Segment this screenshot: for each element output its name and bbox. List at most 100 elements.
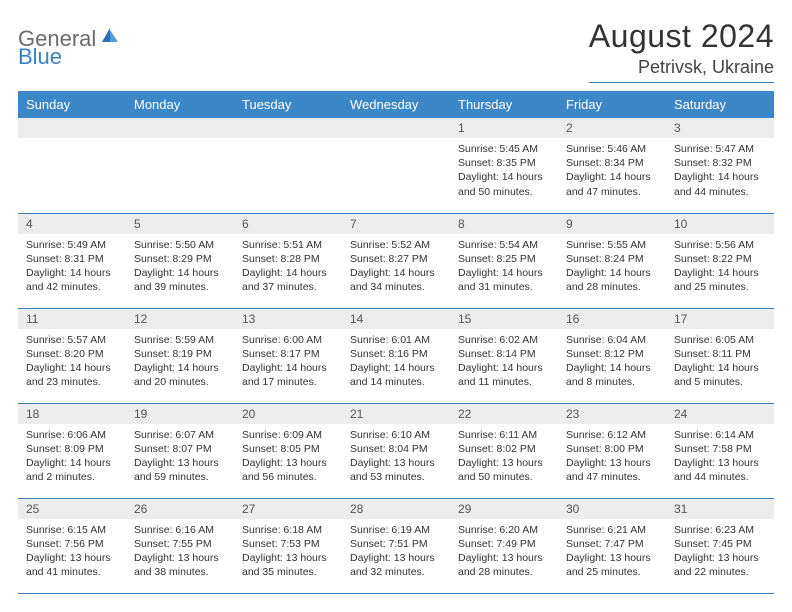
calendar-day-cell: 12 Sunrise: 5:59 AMSunset: 8:19 PMDayligh… [126,308,234,403]
day-body: Sunrise: 6:01 AMSunset: 8:16 PMDaylight:… [342,329,450,396]
calendar-day-cell: 22Sunrise: 6:11 AMSunset: 8:02 PMDayligh… [450,403,558,498]
day-body: Sunrise: 5:47 AMSunset: 8:32 PMDaylight:… [666,138,774,205]
daylight-line: Daylight: 14 hours and 11 minutes. [458,361,550,389]
daylight-line: Daylight: 14 hours and 14 minutes. [350,361,442,389]
calendar-day-cell: 27Sunrise: 6:18 AMSunset: 7:53 PMDayligh… [234,498,342,593]
calendar-day-cell: 24Sunrise: 6:14 AMSunset: 7:58 PMDayligh… [666,403,774,498]
calendar-day-cell: 2Sunrise: 5:46 AMSunset: 8:34 PMDaylight… [558,118,666,213]
daylight-line: Daylight: 13 hours and 59 minutes. [134,456,226,484]
sunset-line: Sunset: 8:17 PM [242,347,334,361]
weekday-header: Monday [126,91,234,118]
calendar-day-cell: 23Sunrise: 6:12 AMSunset: 8:00 PMDayligh… [558,403,666,498]
sunrise-line: Sunrise: 5:56 AM [674,238,766,252]
daylight-line: Daylight: 14 hours and 25 minutes. [674,266,766,294]
sunset-line: Sunset: 8:09 PM [26,442,118,456]
sunset-line: Sunset: 7:45 PM [674,537,766,551]
weekday-header: Wednesday [342,91,450,118]
calendar-day-cell: 29Sunrise: 6:20 AMSunset: 7:49 PMDayligh… [450,498,558,593]
sunset-line: Sunset: 7:49 PM [458,537,550,551]
sunrise-line: Sunrise: 6:18 AM [242,523,334,537]
daylight-line: Daylight: 13 hours and 35 minutes. [242,551,334,579]
day-number: 3 [666,118,774,138]
day-number: 27 [234,499,342,519]
day-body [342,138,450,148]
sunset-line: Sunset: 8:11 PM [674,347,766,361]
sunrise-line: Sunrise: 5:46 AM [566,142,658,156]
day-number: 4 [18,214,126,234]
calendar-week-row: 1Sunrise: 5:45 AMSunset: 8:35 PMDaylight… [18,118,774,213]
calendar-day-cell: 8Sunrise: 5:54 AMSunset: 8:25 PMDaylight… [450,213,558,308]
calendar-table: SundayMondayTuesdayWednesdayThursdayFrid… [18,91,774,594]
day-body: Sunrise: 6:21 AMSunset: 7:47 PMDaylight:… [558,519,666,586]
sunset-line: Sunset: 8:04 PM [350,442,442,456]
sunrise-line: Sunrise: 6:23 AM [674,523,766,537]
day-body: Sunrise: 5:45 AMSunset: 8:35 PMDaylight:… [450,138,558,205]
day-body: Sunrise: 6:00 AMSunset: 8:17 PMDaylight:… [234,329,342,396]
calendar-day-cell: 17Sunrise: 6:05 AMSunset: 8:11 PMDayligh… [666,308,774,403]
sunset-line: Sunset: 7:58 PM [674,442,766,456]
day-body: Sunrise: 6:02 AMSunset: 8:14 PMDaylight:… [450,329,558,396]
day-body: Sunrise: 6:12 AMSunset: 8:00 PMDaylight:… [558,424,666,491]
daylight-line: Daylight: 14 hours and 8 minutes. [566,361,658,389]
sunset-line: Sunset: 8:32 PM [674,156,766,170]
day-number: 22 [450,404,558,424]
calendar-day-cell: 28Sunrise: 6:19 AMSunset: 7:51 PMDayligh… [342,498,450,593]
calendar-day-cell: 6Sunrise: 5:51 AMSunset: 8:28 PMDaylight… [234,213,342,308]
weekday-header: Saturday [666,91,774,118]
daylight-line: Daylight: 13 hours and 32 minutes. [350,551,442,579]
sunrise-line: Sunrise: 5:51 AM [242,238,334,252]
day-number: 12 [126,309,234,329]
sunrise-line: Sunrise: 6:05 AM [674,333,766,347]
brand-sail-icon [100,26,120,51]
day-number [18,118,126,138]
day-number: 25 [18,499,126,519]
daylight-line: Daylight: 14 hours and 2 minutes. [26,456,118,484]
day-number: 10 [666,214,774,234]
day-number: 14 [342,309,450,329]
daylight-line: Daylight: 14 hours and 20 minutes. [134,361,226,389]
sunrise-line: Sunrise: 6:19 AM [350,523,442,537]
calendar-day-cell: 3Sunrise: 5:47 AMSunset: 8:32 PMDaylight… [666,118,774,213]
calendar-day-cell [18,118,126,213]
calendar-day-cell: 18Sunrise: 6:06 AMSunset: 8:09 PMDayligh… [18,403,126,498]
day-body: Sunrise: 5:49 AMSunset: 8:31 PMDaylight:… [18,234,126,301]
header: General August 2024 Petrivsk, Ukraine [18,18,774,83]
daylight-line: Daylight: 13 hours and 47 minutes. [566,456,658,484]
day-number: 28 [342,499,450,519]
calendar-page: General August 2024 Petrivsk, Ukraine Bl… [0,0,792,604]
sunrise-line: Sunrise: 6:07 AM [134,428,226,442]
day-number [126,118,234,138]
day-number: 29 [450,499,558,519]
sunset-line: Sunset: 8:00 PM [566,442,658,456]
calendar-week-row: 4Sunrise: 5:49 AMSunset: 8:31 PMDaylight… [18,213,774,308]
daylight-line: Daylight: 14 hours and 34 minutes. [350,266,442,294]
sunrise-line: Sunrise: 5:59 AM [134,333,226,347]
daylight-line: Daylight: 14 hours and 39 minutes. [134,266,226,294]
daylight-line: Daylight: 13 hours and 53 minutes. [350,456,442,484]
calendar-day-cell [234,118,342,213]
sunset-line: Sunset: 8:19 PM [134,347,226,361]
daylight-line: Daylight: 13 hours and 38 minutes. [134,551,226,579]
calendar-week-row: 11Sunrise: 5:57 AMSunset: 8:20 PMDayligh… [18,308,774,403]
day-number: 13 [234,309,342,329]
daylight-line: Daylight: 14 hours and 17 minutes. [242,361,334,389]
day-number: 16 [558,309,666,329]
day-body: Sunrise: 6:09 AMSunset: 8:05 PMDaylight:… [234,424,342,491]
daylight-line: Daylight: 14 hours and 31 minutes. [458,266,550,294]
day-number: 11 [18,309,126,329]
sunrise-line: Sunrise: 5:45 AM [458,142,550,156]
day-number: 7 [342,214,450,234]
sunrise-line: Sunrise: 6:02 AM [458,333,550,347]
day-body: Sunrise: 6:07 AMSunset: 8:07 PMDaylight:… [126,424,234,491]
daylight-line: Daylight: 14 hours and 37 minutes. [242,266,334,294]
sunset-line: Sunset: 8:35 PM [458,156,550,170]
day-body: Sunrise: 6:18 AMSunset: 7:53 PMDaylight:… [234,519,342,586]
calendar-day-cell: 1Sunrise: 5:45 AMSunset: 8:35 PMDaylight… [450,118,558,213]
sunrise-line: Sunrise: 5:55 AM [566,238,658,252]
daylight-line: Daylight: 14 hours and 47 minutes. [566,170,658,198]
sunset-line: Sunset: 8:28 PM [242,252,334,266]
brand-part2: Blue [18,44,62,69]
calendar-day-cell: 11Sunrise: 5:57 AMSunset: 8:20 PMDayligh… [18,308,126,403]
calendar-day-cell: 16Sunrise: 6:04 AMSunset: 8:12 PMDayligh… [558,308,666,403]
daylight-line: Daylight: 14 hours and 44 minutes. [674,170,766,198]
